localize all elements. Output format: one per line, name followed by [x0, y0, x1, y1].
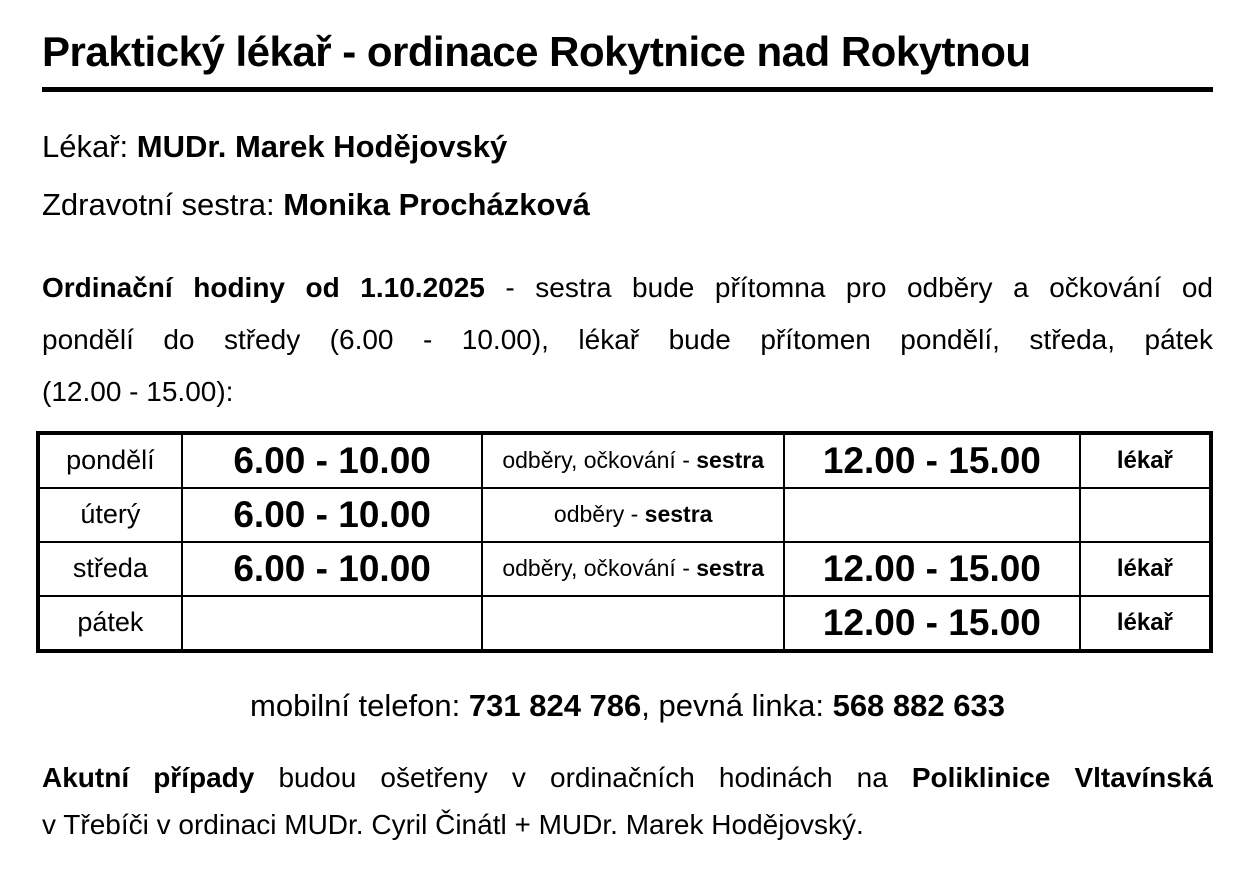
- landline-label: , pevná linka:: [641, 687, 833, 723]
- doctor-label: Lékař:: [42, 129, 137, 165]
- note-cell: odběry, očkování - sestra: [481, 431, 785, 489]
- emergency-line-1-text: budou ošetřeny v ordinačních hodinách na: [254, 761, 912, 793]
- opening-hours-line-1-rest: - sestra bude přítomna pro odběry a očko…: [484, 271, 1213, 303]
- staff-cell: lékař: [1078, 594, 1213, 652]
- mobile-phone-number: 731 824 786: [468, 687, 642, 723]
- nurse-name: Monika Procházková: [283, 187, 590, 223]
- day-cell: středa: [37, 540, 183, 597]
- emergency-line-1: Akutní případy budou ošetřeny v ordinačn…: [42, 754, 1213, 801]
- doctor-line: Lékař: MUDr. Marek Hodějovský: [42, 128, 1213, 165]
- table-row-tuesday: úterý 6.00 - 10.00 odběry - sestra: [37, 486, 1213, 543]
- afternoon-hours-cell: [782, 486, 1081, 543]
- note-staff: sestra: [696, 447, 765, 474]
- schedule-table: pondělí 6.00 - 10.00 odběry, očkování - …: [36, 430, 1213, 653]
- opening-hours-line-2: pondělí do středy (6.00 - 10.00), lékař …: [42, 323, 1213, 355]
- day-cell: pondělí: [37, 431, 183, 489]
- note-text: odběry -: [553, 501, 645, 528]
- opening-hours-heading: Ordinační hodiny od 1.10.2025: [42, 271, 485, 303]
- nurse-line: Zdravotní sestra: Monika Procházková: [42, 186, 1213, 223]
- afternoon-hours-cell: 12.00 - 15.00: [782, 540, 1081, 597]
- afternoon-hours-cell: 12.00 - 15.00: [782, 431, 1081, 489]
- day-cell: pátek: [37, 594, 183, 652]
- opening-hours-line-1: Ordinační hodiny od 1.10.2025 - sestra b…: [42, 262, 1213, 314]
- phone-line: mobilní telefon: 731 824 786, pevná link…: [42, 687, 1213, 724]
- opening-hours-line-3: (12.00 - 15.00):: [42, 375, 234, 407]
- morning-hours-cell: 6.00 - 10.00: [180, 540, 484, 597]
- table-row-friday: pátek 12.00 - 15.00 lékař: [37, 594, 1213, 652]
- note-cell: [481, 594, 785, 652]
- doctor-name: MUDr. Marek Hodějovský: [136, 129, 508, 165]
- note-staff: sestra: [644, 501, 713, 528]
- nurse-label: Zdravotní sestra:: [42, 187, 284, 223]
- table-row-monday: pondělí 6.00 - 10.00 odběry, očkování - …: [37, 431, 1213, 489]
- morning-hours-cell: 6.00 - 10.00: [180, 431, 484, 489]
- mobile-phone-label: mobilní telefon:: [250, 687, 469, 723]
- note-cell: odběry - sestra: [481, 486, 785, 543]
- afternoon-hours-cell: 12.00 - 15.00: [782, 594, 1081, 652]
- opening-hours-paragraph: Ordinační hodiny od 1.10.2025 - sestra b…: [42, 262, 1213, 418]
- day-cell: úterý: [37, 486, 183, 543]
- landline-number: 568 882 633: [832, 687, 1005, 723]
- morning-hours-cell: [180, 594, 484, 652]
- emergency-paragraph: Akutní případy budou ošetřeny v ordinačn…: [42, 754, 1213, 848]
- staff-cell: lékař: [1078, 540, 1213, 597]
- note-staff: sestra: [696, 555, 765, 582]
- staff-block: Lékař: MUDr. Marek Hodějovský Zdravotní …: [42, 128, 1213, 223]
- morning-hours-cell: 6.00 - 10.00: [180, 486, 484, 543]
- emergency-heading: Akutní případy: [42, 761, 255, 793]
- note-text: odběry, očkování -: [502, 555, 697, 582]
- staff-cell: lékař: [1078, 431, 1213, 489]
- note-text: odběry, očkování -: [502, 447, 697, 474]
- polyclinic-name: Poliklinice Vltavínská: [911, 761, 1213, 793]
- table-row-wednesday: středa 6.00 - 10.00 odběry, očkování - s…: [37, 540, 1213, 597]
- emergency-line-2: v Třebíči v ordinaci MUDr. Cyril Činátl …: [42, 808, 864, 840]
- staff-cell: [1078, 486, 1213, 543]
- page-title: Praktický lékař - ordinace Rokytnice nad…: [42, 28, 1213, 93]
- note-cell: odběry, očkování - sestra: [481, 540, 785, 597]
